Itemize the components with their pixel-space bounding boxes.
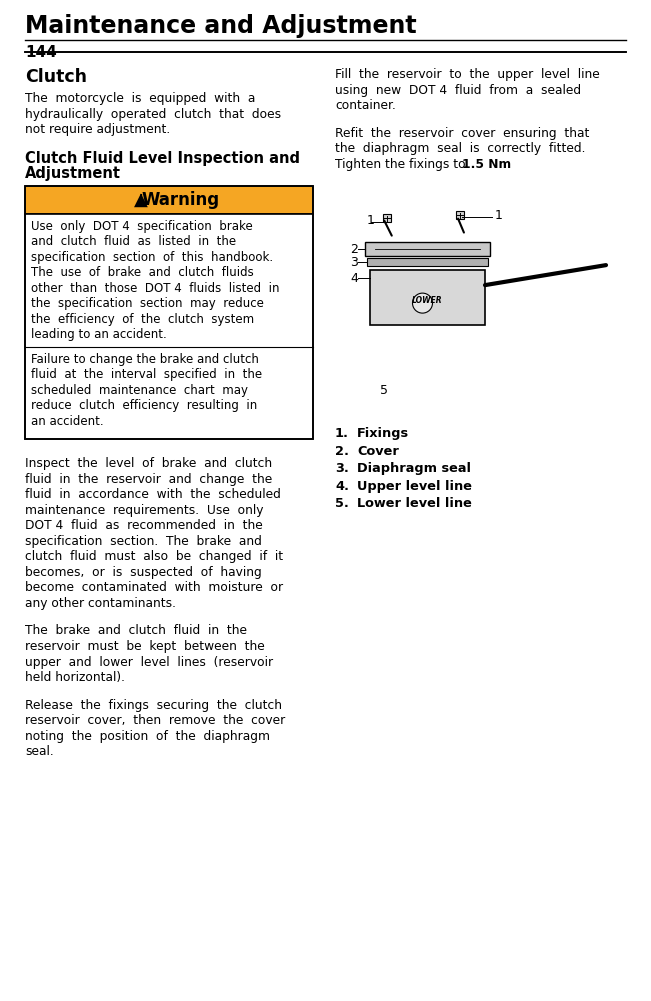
Text: 5.: 5.	[335, 497, 349, 511]
Text: fluid  at  the  interval  specified  in  the: fluid at the interval specified in the	[31, 368, 262, 381]
Text: Lower level line: Lower level line	[357, 497, 472, 511]
Text: The  brake  and  clutch  fluid  in  the: The brake and clutch fluid in the	[25, 625, 247, 638]
Bar	[365, 242, 490, 256]
Text: other  than  those  DOT 4  fluids  listed  in: other than those DOT 4 fluids listed in	[31, 281, 279, 294]
Text: becomes,  or  is  suspected  of  having: becomes, or is suspected of having	[25, 566, 262, 579]
Text: reduce  clutch  efficiency  resulting  in: reduce clutch efficiency resulting in	[31, 399, 257, 412]
Text: Clutch: Clutch	[25, 68, 87, 86]
Text: 1.5 Nm: 1.5 Nm	[462, 157, 510, 170]
Text: clutch  fluid  must  also  be  changed  if  it: clutch fluid must also be changed if it	[25, 551, 283, 564]
Bar	[456, 211, 464, 219]
Text: Inspect  the  level  of  brake  and  clutch: Inspect the level of brake and clutch	[25, 457, 272, 470]
Text: container.: container.	[335, 99, 396, 112]
Text: an accident.: an accident.	[31, 414, 104, 427]
Bar	[25, 185, 313, 439]
Text: Upper level line: Upper level line	[357, 479, 472, 492]
Text: 2: 2	[350, 242, 358, 255]
Bar	[330, 185, 626, 415]
Text: reservoir  cover,  then  remove  the  cover: reservoir cover, then remove the cover	[25, 714, 285, 727]
Text: fluid  in  the  reservoir  and  change  the: fluid in the reservoir and change the	[25, 472, 272, 485]
Text: not require adjustment.: not require adjustment.	[25, 123, 171, 136]
Bar	[25, 185, 313, 213]
Text: Release  the  fixings  securing  the  clutch: Release the fixings securing the clutch	[25, 699, 282, 712]
Bar	[370, 270, 485, 325]
Text: Refit  the  reservoir  cover  ensuring  that: Refit the reservoir cover ensuring that	[335, 126, 589, 139]
Text: Adjustment: Adjustment	[25, 166, 121, 181]
Text: reservoir  must  be  kept  between  the: reservoir must be kept between the	[25, 640, 265, 653]
Text: upper  and  lower  level  lines  (reservoir: upper and lower level lines (reservoir	[25, 656, 273, 669]
Text: 3: 3	[350, 255, 358, 268]
Text: DOT 4  fluid  as  recommended  in  the: DOT 4 fluid as recommended in the	[25, 520, 263, 533]
Text: scheduled  maintenance  chart  may: scheduled maintenance chart may	[31, 383, 248, 396]
Text: any other contaminants.: any other contaminants.	[25, 597, 176, 610]
Text: 1: 1	[367, 213, 375, 226]
Bar	[383, 214, 391, 222]
Text: Fill  the  reservoir  to  the  upper  level  line: Fill the reservoir to the upper level li…	[335, 68, 600, 81]
Text: using  new  DOT 4  fluid  from  a  sealed: using new DOT 4 fluid from a sealed	[335, 83, 581, 96]
Text: ▲: ▲	[134, 190, 148, 208]
Text: become  contaminated  with  moisture  or: become contaminated with moisture or	[25, 582, 283, 595]
Text: 2.: 2.	[335, 444, 349, 457]
Text: 144: 144	[25, 45, 57, 60]
Text: Cover: Cover	[357, 444, 399, 457]
Text: held horizontal).: held horizontal).	[25, 671, 125, 684]
Text: noting  the  position  of  the  diaphragm: noting the position of the diaphragm	[25, 730, 270, 743]
Text: LOWER: LOWER	[412, 296, 443, 305]
Text: the  specification  section  may  reduce: the specification section may reduce	[31, 297, 264, 310]
Text: maintenance  requirements.  Use  only: maintenance requirements. Use only	[25, 504, 264, 517]
Text: Tighten the fixings to: Tighten the fixings to	[335, 157, 469, 170]
Text: 4.: 4.	[335, 479, 349, 492]
Text: 1: 1	[495, 208, 503, 221]
Text: the  efficiency  of  the  clutch  system: the efficiency of the clutch system	[31, 312, 254, 325]
Text: Warning: Warning	[142, 190, 220, 208]
Text: specification  section  of  this  handbook.: specification section of this handbook.	[31, 250, 273, 263]
Text: the  diaphragm  seal  is  correctly  fitted.: the diaphragm seal is correctly fitted.	[335, 142, 585, 155]
Text: hydraulically  operated  clutch  that  does: hydraulically operated clutch that does	[25, 107, 281, 120]
Text: The  use  of  brake  and  clutch  fluids: The use of brake and clutch fluids	[31, 266, 254, 279]
Text: !: !	[139, 193, 143, 203]
Bar	[25, 213, 313, 439]
Text: 4: 4	[350, 271, 358, 284]
Text: and  clutch  fluid  as  listed  in  the: and clutch fluid as listed in the	[31, 235, 236, 248]
Text: Diaphragm seal: Diaphragm seal	[357, 462, 471, 475]
Bar	[367, 258, 488, 266]
Text: 5: 5	[380, 383, 388, 396]
Text: Clutch Fluid Level Inspection and: Clutch Fluid Level Inspection and	[25, 150, 300, 165]
Text: fluid  in  accordance  with  the  scheduled: fluid in accordance with the scheduled	[25, 488, 281, 502]
Text: Failure to change the brake and clutch: Failure to change the brake and clutch	[31, 352, 259, 365]
Text: Fixings: Fixings	[357, 427, 409, 440]
Text: 3.: 3.	[335, 462, 349, 475]
Circle shape	[413, 293, 432, 313]
Text: leading to an accident.: leading to an accident.	[31, 328, 167, 341]
Text: The  motorcycle  is  equipped  with  a: The motorcycle is equipped with a	[25, 92, 255, 105]
Text: Use  only  DOT 4  specification  brake: Use only DOT 4 specification brake	[31, 219, 253, 232]
Text: seal.: seal.	[25, 745, 54, 758]
Text: specification  section.  The  brake  and: specification section. The brake and	[25, 535, 262, 548]
Text: 1.: 1.	[335, 427, 349, 440]
Text: Maintenance and Adjustment: Maintenance and Adjustment	[25, 14, 417, 38]
